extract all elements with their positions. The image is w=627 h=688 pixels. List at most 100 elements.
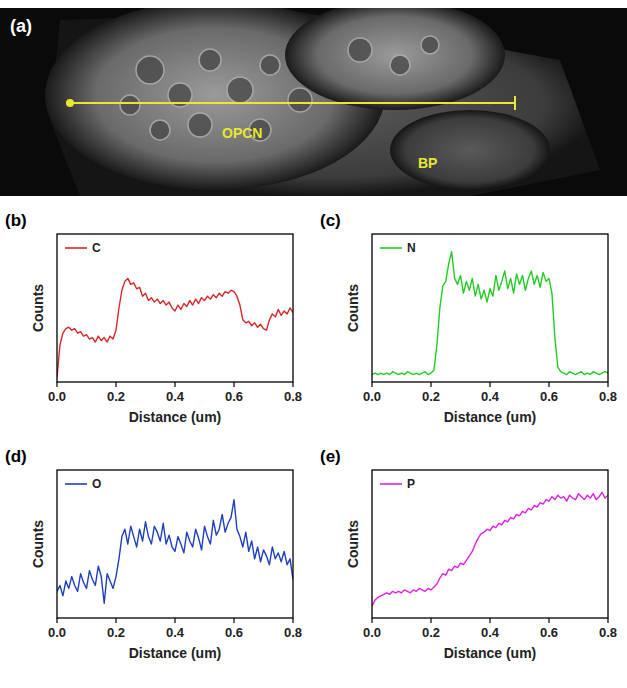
x-tick-label: 0.2 [422, 389, 440, 404]
x-tick-label: 0.6 [540, 389, 558, 404]
x-tick-label: 0.8 [599, 389, 617, 404]
legend-swatch [65, 247, 87, 249]
x-tick [233, 382, 234, 387]
image-label: BP [418, 155, 437, 171]
x-tick [233, 618, 234, 623]
x-tick-label: 0.2 [422, 625, 440, 640]
x-tick-label: 0.0 [363, 625, 381, 640]
image-panel: (a) OPCN BP [0, 0, 627, 196]
scan-start [66, 99, 74, 107]
legend-swatch [65, 483, 87, 485]
pore [260, 55, 280, 75]
x-tick-label: 0.4 [166, 625, 185, 640]
pore [421, 36, 439, 54]
pore [150, 120, 170, 140]
y-axis-title: Counts [30, 520, 46, 568]
x-tick-label: 0.4 [481, 389, 500, 404]
plot-data [57, 278, 293, 377]
pore [288, 88, 312, 112]
x-tick-label: 0.2 [107, 625, 125, 640]
panel-label: (d) [5, 447, 27, 466]
pore [199, 49, 221, 71]
pore [227, 77, 253, 103]
x-tick [489, 618, 490, 623]
plot-data [57, 500, 293, 604]
x-tick [430, 618, 431, 623]
pore [390, 55, 410, 75]
x-tick [548, 382, 549, 387]
x-tick-label: 0.8 [599, 625, 617, 640]
plot-frame [57, 470, 293, 618]
image-texture [45, 8, 600, 196]
x-tick [371, 382, 372, 387]
x-tick [292, 382, 293, 387]
plot-frame [372, 234, 608, 382]
x-tick-label: 0.4 [166, 389, 185, 404]
x-tick-label: 0.2 [107, 389, 125, 404]
x-tick [430, 382, 431, 387]
legend-label: C [92, 241, 101, 255]
x-tick-label: 0.6 [225, 625, 243, 640]
panel-label: (e) [320, 447, 341, 466]
chart-panel: 0.0 0.2 0.4 0.6 0.8 Distance (um) Counts (e) P [320, 447, 617, 661]
data-line [372, 492, 608, 606]
x-tick-label: 0.6 [225, 389, 243, 404]
pore [188, 113, 212, 137]
y-axis-title: Counts [345, 284, 361, 332]
x-tick [115, 382, 116, 387]
legend-label: N [407, 241, 416, 255]
data-line [57, 278, 293, 377]
panel-label: (c) [320, 211, 341, 230]
chart-panel: 0.0 0.2 0.4 0.6 0.8 Distance (um) Counts (b) C [5, 211, 302, 425]
x-tick [371, 618, 372, 623]
bp-blob [390, 110, 550, 190]
x-axis-title: Distance (um) [129, 409, 222, 425]
x-tick-label: 0.0 [48, 625, 66, 640]
pore [348, 38, 372, 62]
scan-line [70, 102, 515, 104]
x-tick [56, 382, 57, 387]
y-axis-title: Counts [30, 284, 46, 332]
legend-label: O [92, 477, 101, 491]
panel-label: (b) [5, 211, 27, 230]
figure: (a)OPCNBP0.00.20.40.60.8Distance (um)Cou… [0, 0, 627, 688]
x-tick [292, 618, 293, 623]
x-tick [174, 618, 175, 623]
image-label: OPCN [222, 125, 262, 141]
x-axis-title: Distance (um) [444, 645, 537, 661]
x-tick-label: 0.8 [284, 389, 302, 404]
x-tick-label: 0.0 [48, 389, 66, 404]
plot-frame [372, 470, 608, 618]
chart-panel: 0.00.20.40.60.8Distance (um)Counts(c)N [320, 211, 617, 425]
chart-panel: 0.00.20.40.60.8Distance (um)Counts(d)O [5, 447, 302, 661]
legend: N [380, 241, 416, 255]
x-tick [56, 618, 57, 623]
x-tick-label: 0.4 [481, 625, 500, 640]
legend-swatch [380, 247, 402, 249]
x-tick [607, 382, 608, 387]
x-tick [548, 618, 549, 623]
plot-frame [57, 234, 293, 382]
pore [120, 95, 140, 115]
x-tick-label: 0.0 [363, 389, 381, 404]
x-tick [607, 618, 608, 623]
x-tick [115, 618, 116, 623]
data-line [57, 500, 293, 604]
data-line [372, 252, 608, 375]
legend-label: P [407, 477, 415, 491]
legend: P [380, 477, 415, 491]
x-tick [174, 382, 175, 387]
pore [136, 56, 164, 84]
y-axis-title: Counts [345, 520, 361, 568]
legend: C [65, 241, 101, 255]
legend: O [65, 477, 101, 491]
opcn-blob [285, 8, 505, 110]
x-tick [489, 382, 490, 387]
x-tick-label: 0.6 [540, 625, 558, 640]
legend-swatch [380, 483, 402, 485]
plot-data [372, 492, 608, 606]
scan-end [514, 96, 516, 110]
x-axis-title: Distance (um) [129, 645, 222, 661]
panel-label: (a) [10, 16, 32, 36]
plot-data [372, 252, 608, 375]
